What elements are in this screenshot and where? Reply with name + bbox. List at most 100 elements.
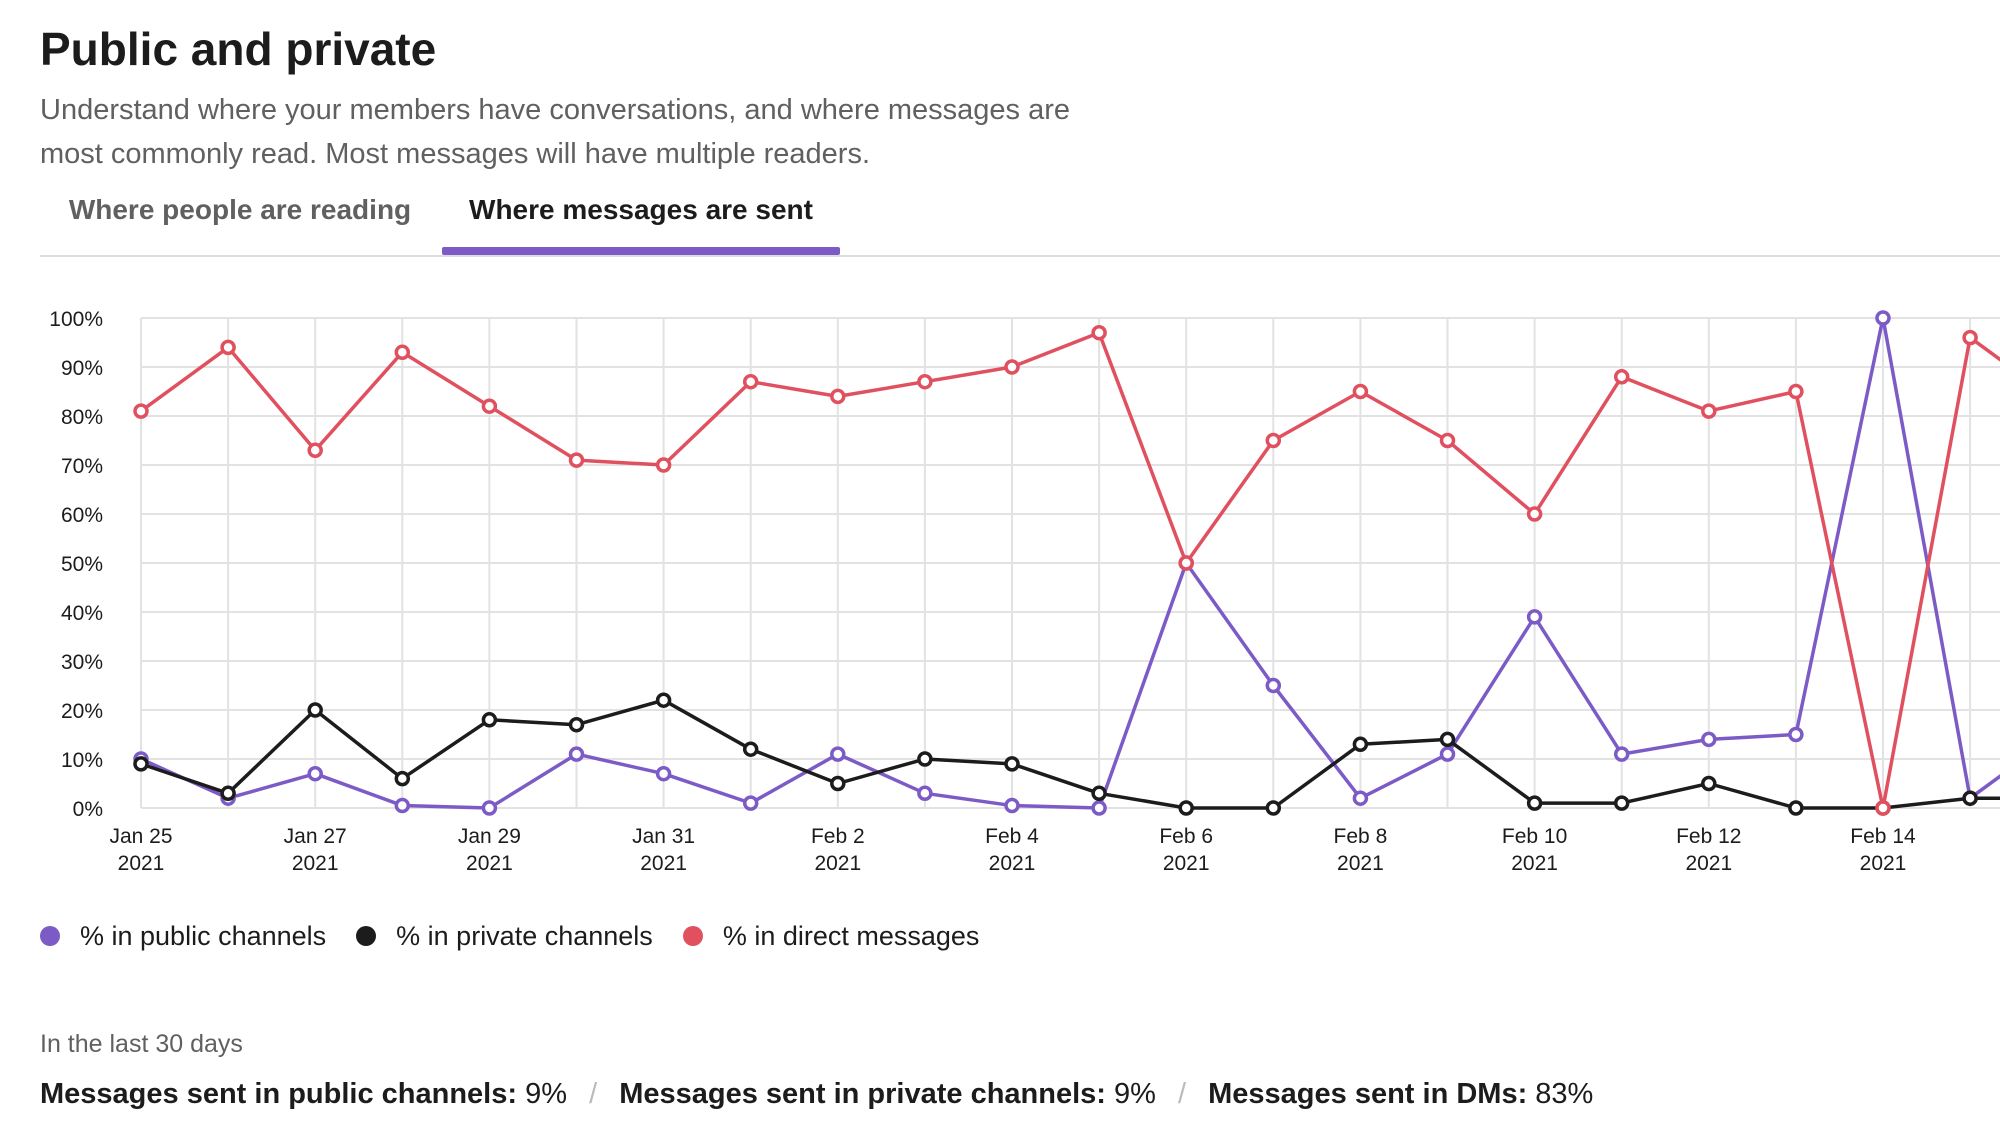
data-point[interactable] [742, 795, 759, 811]
legend-label-private: % in private channels [396, 920, 653, 951]
legend-item-private[interactable]: % in private channels [356, 921, 653, 952]
data-point[interactable] [830, 775, 846, 792]
data-point[interactable] [481, 398, 498, 414]
data-point[interactable] [307, 442, 323, 459]
data-point[interactable] [1265, 677, 1282, 694]
data-point[interactable] [481, 800, 498, 816]
data-point[interactable] [1352, 790, 1369, 806]
x-tick-label: Feb 4 [985, 825, 1039, 848]
y-tick-label: 20% [61, 700, 103, 723]
series-2 [133, 324, 2000, 816]
data-point[interactable] [1004, 756, 1020, 772]
data-point[interactable] [1788, 383, 1804, 400]
data-point[interactable] [394, 344, 411, 361]
stat-separator: / [589, 1078, 598, 1110]
data-point[interactable] [1352, 383, 1369, 400]
data-point[interactable] [655, 692, 672, 708]
data-point[interactable] [133, 403, 149, 419]
data-point[interactable] [394, 797, 411, 814]
series-line [140, 698, 2000, 810]
data-point[interactable] [1004, 797, 1020, 814]
data-point[interactable] [1091, 324, 1107, 341]
data-point[interactable] [1439, 731, 1456, 748]
y-tick-label: 0% [73, 798, 103, 821]
data-point[interactable] [1526, 795, 1543, 811]
data-point[interactable] [1962, 329, 1978, 346]
data-point[interactable] [1613, 369, 1630, 385]
y-tick-label: 40% [61, 602, 103, 625]
legend-item-public[interactable]: % in public channels [40, 921, 326, 952]
data-point[interactable] [568, 746, 585, 762]
data-point[interactable] [133, 756, 149, 772]
stat-private-value: 9% [1114, 1078, 1156, 1110]
data-point[interactable] [481, 712, 498, 728]
data-point[interactable] [742, 373, 759, 390]
data-point[interactable] [1962, 790, 1978, 806]
data-point[interactable] [1788, 800, 1804, 816]
data-point[interactable] [1875, 310, 1891, 326]
x-tick-label: Feb 14 [1850, 825, 1916, 848]
period-label: In the last 30 days [40, 1030, 243, 1058]
data-point[interactable] [917, 751, 933, 767]
data-point[interactable] [220, 339, 236, 356]
data-point[interactable] [1526, 506, 1543, 522]
data-point[interactable] [1178, 555, 1194, 571]
data-point[interactable] [1701, 731, 1717, 748]
data-point[interactable] [655, 457, 672, 473]
y-tick-label: 100% [49, 308, 103, 331]
data-point[interactable] [1875, 800, 1891, 816]
data-point[interactable] [742, 741, 759, 757]
active-tab-indicator [442, 247, 840, 255]
x-tick-year: 2021 [292, 852, 339, 875]
data-point[interactable] [655, 765, 672, 782]
x-tick-label: Feb 6 [1159, 825, 1213, 848]
data-point[interactable] [1178, 800, 1194, 816]
x-tick-label: Jan 29 [458, 825, 521, 848]
data-point[interactable] [1788, 726, 1804, 743]
data-point[interactable] [1439, 746, 1456, 762]
data-point[interactable] [1701, 403, 1717, 419]
data-point[interactable] [568, 716, 585, 733]
data-point[interactable] [1439, 432, 1456, 449]
data-point[interactable] [917, 785, 933, 802]
x-tick-label: Jan 25 [109, 825, 172, 848]
data-point[interactable] [830, 388, 846, 405]
chart-series [133, 310, 2000, 816]
data-point[interactable] [1265, 432, 1282, 449]
data-point[interactable] [1613, 795, 1630, 811]
x-tick-year: 2021 [1337, 852, 1384, 875]
tab-where-messages-are-sent[interactable]: Where messages are sent [469, 194, 813, 225]
x-tick-year: 2021 [814, 852, 861, 875]
public-legend-dot [40, 926, 60, 946]
data-point[interactable] [307, 702, 323, 718]
tab-where-people-are-reading[interactable]: Where people are reading [68, 194, 412, 225]
data-point[interactable] [1613, 746, 1630, 762]
data-point[interactable] [1701, 775, 1717, 792]
data-point[interactable] [917, 373, 933, 390]
y-tick-label: 90% [61, 357, 103, 380]
stat-dm-value: 83% [1535, 1078, 1594, 1110]
data-point[interactable] [830, 746, 846, 762]
data-point[interactable] [394, 770, 411, 787]
data-point[interactable] [1265, 800, 1282, 816]
data-point[interactable] [220, 785, 236, 802]
x-tick-label: Feb 12 [1676, 825, 1741, 848]
data-point[interactable] [307, 765, 323, 782]
stat-private-label: Messages sent in private channels: [619, 1078, 1106, 1110]
chart-grid [140, 317, 2000, 809]
data-point[interactable] [568, 452, 585, 468]
y-tick-label: 30% [61, 651, 103, 674]
legend-item-dm[interactable]: % in direct messages [682, 921, 979, 952]
data-point[interactable] [1526, 609, 1543, 625]
data-point[interactable] [1091, 800, 1107, 816]
data-point[interactable] [1352, 736, 1369, 753]
y-tick-label: 70% [61, 455, 103, 478]
data-point[interactable] [1091, 785, 1107, 802]
page-subtitle: Understand where your members have conve… [40, 94, 1071, 170]
x-tick-year: 2021 [118, 852, 165, 875]
x-tick-label: Jan 27 [284, 825, 347, 848]
messages-line-chart: 0% 10% 20% 30% 40% 50% 60% 70% 80% 90% 100% Jan 25 2… [49, 308, 2000, 875]
data-point[interactable] [1004, 359, 1020, 375]
x-tick-year: 2021 [640, 852, 687, 875]
